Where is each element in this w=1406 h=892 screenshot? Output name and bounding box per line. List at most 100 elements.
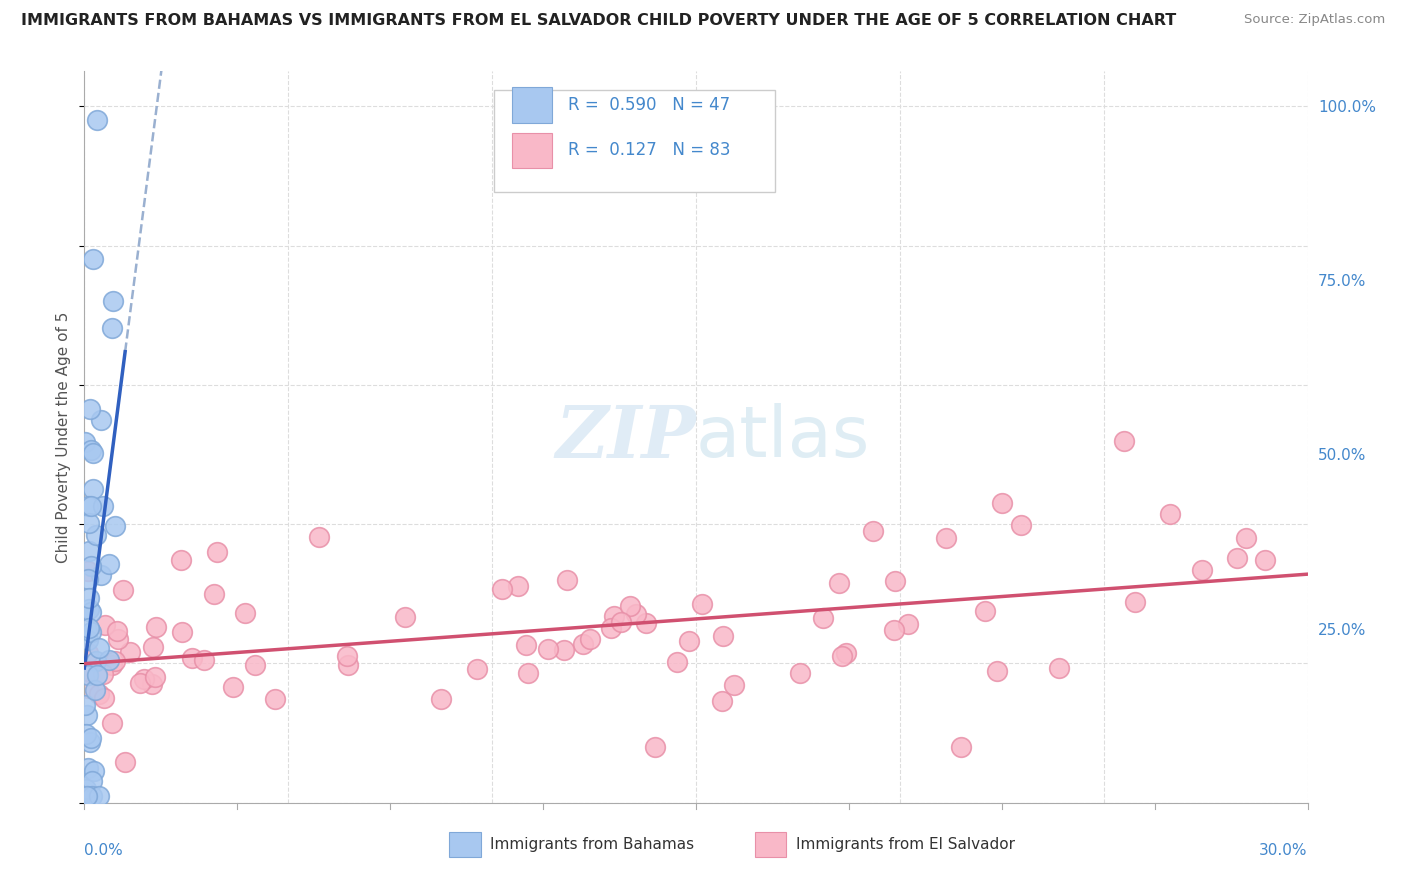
Point — [77, 572, 100, 586]
Point — [465, 662, 488, 676]
Point — [884, 574, 907, 588]
Point — [1254, 553, 1277, 567]
FancyBboxPatch shape — [513, 87, 551, 122]
Point — [1011, 518, 1033, 533]
Point — [537, 642, 560, 657]
Point — [1236, 531, 1258, 545]
Point — [336, 648, 359, 663]
Point — [75, 698, 97, 713]
Point — [77, 544, 100, 558]
Point — [181, 651, 204, 665]
Point — [973, 604, 995, 618]
Point — [883, 623, 905, 637]
Point — [76, 633, 98, 648]
Point — [827, 576, 849, 591]
Point — [76, 789, 98, 803]
Point — [104, 519, 127, 533]
Point — [711, 629, 734, 643]
Point — [337, 658, 360, 673]
Point — [129, 675, 152, 690]
Point — [91, 667, 114, 681]
Point — [91, 500, 114, 514]
Point — [93, 690, 115, 705]
Point — [207, 545, 229, 559]
Point — [80, 443, 103, 458]
Point — [75, 789, 97, 803]
Point — [83, 764, 105, 778]
Point — [77, 681, 100, 695]
Point — [835, 646, 858, 660]
Point — [690, 597, 713, 611]
Point — [506, 579, 529, 593]
Point — [75, 434, 97, 449]
Point — [429, 691, 451, 706]
Point — [76, 668, 98, 682]
Point — [572, 637, 595, 651]
Point — [308, 530, 330, 544]
Point — [90, 567, 112, 582]
Point — [600, 621, 623, 635]
Text: R =  0.127   N = 83: R = 0.127 N = 83 — [568, 141, 730, 160]
Point — [1047, 661, 1070, 675]
Point — [233, 607, 256, 621]
Point — [644, 740, 666, 755]
Point — [80, 625, 103, 640]
Point — [603, 608, 626, 623]
Point — [104, 654, 127, 668]
Point — [105, 624, 128, 638]
Point — [76, 707, 98, 722]
Point — [626, 607, 648, 621]
Point — [619, 599, 641, 613]
Point — [79, 499, 101, 513]
Point — [84, 654, 107, 668]
Text: 0.0%: 0.0% — [84, 843, 124, 858]
Point — [170, 553, 193, 567]
Point — [935, 531, 957, 545]
Text: IMMIGRANTS FROM BAHAMAS VS IMMIGRANTS FROM EL SALVADOR CHILD POVERTY UNDER THE A: IMMIGRANTS FROM BAHAMAS VS IMMIGRANTS FR… — [21, 13, 1177, 29]
Point — [1226, 551, 1249, 566]
Point — [555, 573, 578, 587]
Point — [1159, 507, 1181, 521]
Point — [82, 773, 104, 788]
Point — [862, 524, 884, 538]
Point — [82, 446, 104, 460]
Point — [141, 677, 163, 691]
Point — [1123, 595, 1146, 609]
Point — [86, 113, 108, 128]
Point — [76, 499, 98, 513]
Point — [80, 558, 103, 573]
Point — [118, 645, 141, 659]
Point — [80, 789, 103, 803]
Point — [101, 294, 124, 309]
Point — [77, 621, 100, 635]
Point — [245, 657, 267, 672]
Point — [82, 483, 104, 497]
Point — [77, 564, 100, 578]
FancyBboxPatch shape — [494, 90, 776, 192]
Point — [553, 642, 575, 657]
Y-axis label: Child Poverty Under the Age of 5: Child Poverty Under the Age of 5 — [56, 311, 72, 563]
Text: R =  0.590   N = 47: R = 0.590 N = 47 — [568, 96, 730, 114]
Point — [723, 678, 745, 692]
Point — [107, 632, 129, 646]
Point — [897, 616, 920, 631]
Point — [79, 735, 101, 749]
Point — [172, 624, 194, 639]
Point — [145, 619, 167, 633]
Point — [678, 634, 700, 648]
Point — [636, 615, 658, 630]
Point — [77, 761, 100, 775]
Point — [394, 610, 416, 624]
Point — [516, 665, 538, 680]
Point — [77, 601, 100, 615]
FancyBboxPatch shape — [449, 832, 481, 857]
FancyBboxPatch shape — [755, 832, 786, 857]
Point — [222, 681, 245, 695]
Text: Immigrants from Bahamas: Immigrants from Bahamas — [491, 837, 695, 852]
Point — [950, 740, 973, 755]
Point — [263, 692, 285, 706]
Point — [991, 496, 1014, 510]
Point — [97, 558, 120, 572]
Point — [84, 528, 107, 542]
Point — [100, 716, 122, 731]
